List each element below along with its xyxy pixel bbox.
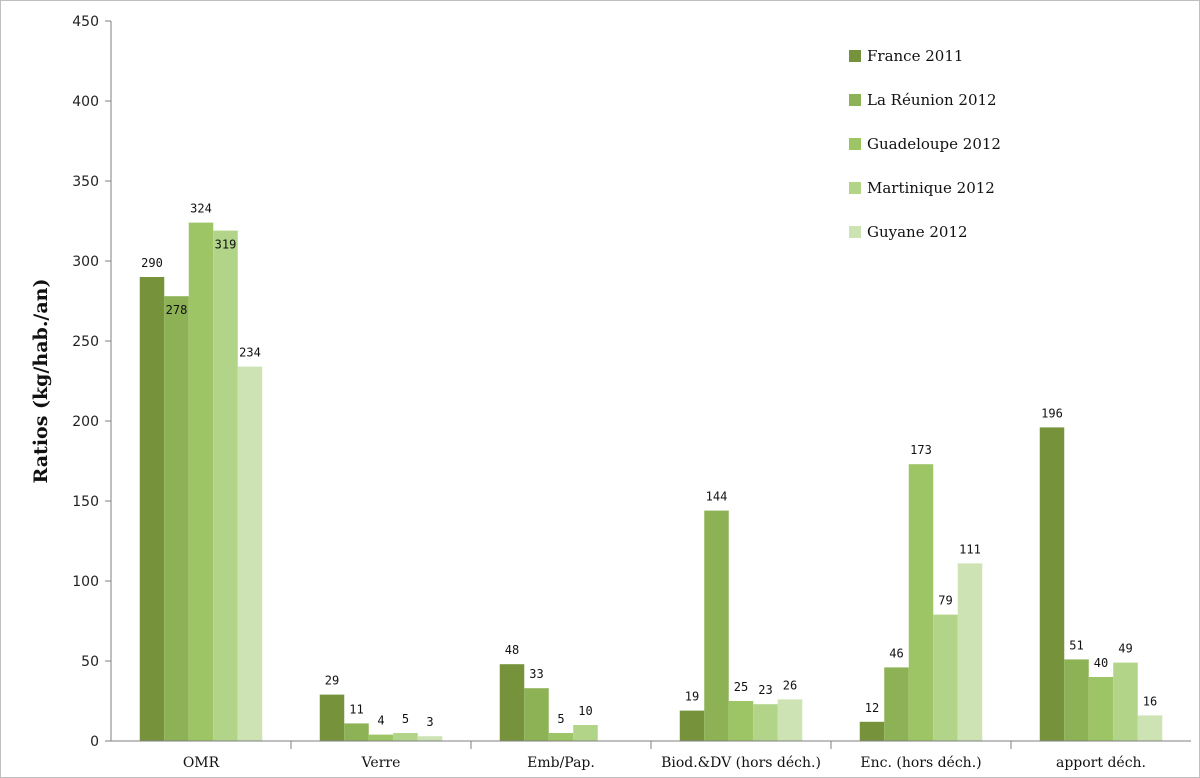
bar: [237, 366, 263, 741]
bar: [753, 704, 778, 741]
legend-swatch: [849, 138, 861, 150]
x-category-label: Biod.&DV (hors déch.): [661, 755, 821, 771]
y-tick-label: 50: [81, 654, 99, 670]
bar: [139, 277, 165, 741]
data-label: 29: [325, 674, 339, 688]
bar: [213, 230, 238, 741]
bar: [499, 664, 525, 741]
legend-swatch: [849, 182, 861, 194]
data-label: 290: [141, 256, 163, 270]
legend-entry-label: Guyane 2012: [867, 223, 968, 241]
x-category-label: Verre: [361, 755, 401, 771]
y-tick-label: 300: [72, 254, 99, 270]
legend-entry-label: Martinique 2012: [867, 179, 995, 197]
legend-swatch: [849, 50, 861, 62]
bar: [524, 688, 549, 741]
legend-swatch: [849, 226, 861, 238]
data-label: 196: [1041, 406, 1063, 420]
x-category-label: Enc. (hors déch.): [860, 755, 981, 771]
y-tick-label: 250: [72, 334, 99, 350]
bar: [368, 734, 394, 741]
data-label: 324: [190, 202, 212, 216]
bar: [679, 710, 705, 741]
bar: [344, 723, 369, 741]
bar: [164, 296, 189, 741]
x-category-label: apport déch.: [1056, 755, 1146, 771]
bar: [548, 733, 574, 741]
data-label: 40: [1094, 656, 1108, 670]
data-label: 51: [1069, 638, 1083, 652]
data-label: 49: [1118, 642, 1132, 656]
y-tick-label: 450: [72, 14, 99, 30]
bar: [393, 733, 418, 741]
bar: [728, 701, 754, 741]
bar: [957, 563, 983, 741]
y-tick-label: 350: [72, 174, 99, 190]
data-label: 19: [685, 690, 699, 704]
data-label: 16: [1143, 694, 1157, 708]
data-label: 79: [938, 594, 952, 608]
data-label: 48: [505, 643, 519, 657]
bar: [417, 736, 443, 741]
bar: [777, 699, 803, 741]
bar: [859, 721, 885, 741]
value-labels: 290 278 324 319 234 29 11 4 5 3 48 33 5 10 19 144 25 23 26…: [141, 202, 1157, 730]
data-label: 319: [215, 238, 237, 252]
bar: [1113, 662, 1138, 741]
data-label: 33: [529, 667, 543, 681]
y-tick-label: 400: [72, 94, 99, 110]
bar: [1137, 715, 1163, 741]
bar: [704, 510, 729, 741]
bar: [933, 614, 958, 741]
data-label: 5: [402, 712, 409, 726]
data-label: 23: [758, 683, 772, 697]
legend-entry-label: Guadeloupe 2012: [867, 135, 1001, 153]
bars: [139, 222, 1163, 742]
data-label: 144: [706, 490, 728, 504]
data-label: 3: [426, 715, 433, 729]
data-label: 10: [578, 704, 592, 718]
bar: [188, 222, 214, 742]
y-tick-label: 200: [72, 414, 99, 430]
legend-swatch: [849, 94, 861, 106]
data-label: 26: [783, 678, 797, 692]
x-category-label: Emb/Pap.: [527, 755, 595, 771]
data-label: 234: [239, 346, 261, 360]
y-tick-label: 150: [72, 494, 99, 510]
data-label: 25: [734, 680, 748, 694]
legend: France 2011 La Réunion 2012 Guadeloupe 201…: [849, 47, 1001, 241]
x-category-label: OMR: [183, 755, 220, 771]
legend-entry-label: France 2011: [867, 47, 963, 65]
bar: [319, 694, 345, 741]
y-axis-title: Ratios (kg/hab./an): [30, 279, 52, 484]
bar: [1088, 677, 1114, 741]
data-label: 5: [557, 712, 564, 726]
data-label: 111: [959, 542, 981, 556]
bar: [1064, 659, 1089, 741]
bar: [573, 725, 598, 741]
bar: [884, 667, 909, 741]
y-axis: 0 50 100 150 200 250 300 350 400 450: [72, 14, 112, 750]
bar: [1039, 427, 1065, 741]
data-label: 173: [910, 443, 932, 457]
x-axis: OMR Verre Emb/Pap. Biod.&DV (hors déch.) Enc…: [111, 740, 1191, 771]
y-tick-label: 100: [72, 574, 99, 590]
legend-entry-label: La Réunion 2012: [867, 91, 997, 109]
data-label: 46: [889, 646, 903, 660]
bar: [908, 464, 934, 741]
y-tick-label: 0: [90, 734, 99, 750]
data-label: 278: [166, 303, 188, 317]
data-label: 11: [349, 702, 363, 716]
data-label: 12: [865, 701, 879, 715]
data-label: 4: [377, 714, 384, 728]
